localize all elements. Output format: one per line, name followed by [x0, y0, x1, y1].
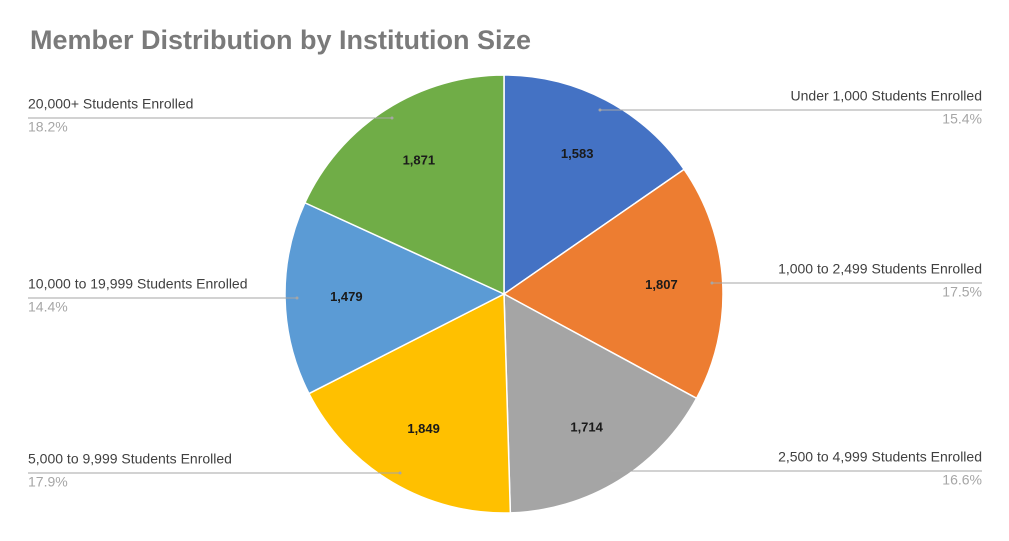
category-label: 2,500 to 4,999 Students Enrolled — [778, 449, 982, 465]
leader-dot — [610, 469, 614, 473]
value-label: 1,871 — [403, 153, 436, 168]
percent-label: 14.4% — [28, 299, 68, 315]
value-label: 1,583 — [561, 146, 594, 161]
pie-slice — [303, 74, 505, 296]
category-label: 20,000+ Students Enrolled — [28, 96, 193, 112]
category-label: 5,000 to 9,999 Students Enrolled — [28, 451, 232, 467]
value-label: 1,714 — [570, 420, 603, 435]
chart-title: Member Distribution by Institution Size — [30, 25, 531, 55]
value-label: 1,807 — [645, 277, 678, 292]
category-label: 10,000 to 19,999 Students Enrolled — [28, 276, 248, 292]
leader-dot — [295, 296, 299, 300]
leader-dot — [598, 108, 602, 112]
percent-label: 17.5% — [942, 284, 982, 300]
pie-slice — [307, 292, 512, 514]
leader-dot — [390, 116, 394, 120]
pie-slice — [502, 168, 724, 400]
percent-label: 15.4% — [942, 111, 982, 127]
category-label: 1,000 to 2,499 Students Enrolled — [778, 261, 982, 277]
category-label: Under 1,000 Students Enrolled — [791, 88, 982, 104]
pie-slice — [503, 292, 698, 514]
value-label: 1,479 — [330, 289, 363, 304]
percent-label: 18.2% — [28, 119, 68, 135]
leader-dot — [710, 281, 714, 285]
value-label: 1,849 — [407, 421, 440, 436]
leader-dot — [398, 471, 402, 475]
pie-slice — [503, 74, 686, 296]
percent-label: 17.9% — [28, 474, 68, 490]
percent-label: 16.6% — [942, 472, 982, 488]
pie-slice — [284, 201, 506, 395]
